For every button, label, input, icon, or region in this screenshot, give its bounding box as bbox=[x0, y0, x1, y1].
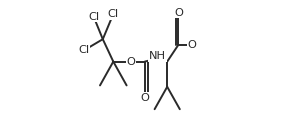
Text: NH: NH bbox=[149, 51, 166, 61]
Text: Cl: Cl bbox=[88, 12, 99, 22]
Text: O: O bbox=[140, 93, 149, 103]
Text: O: O bbox=[126, 57, 135, 67]
Text: O: O bbox=[174, 8, 183, 18]
Text: O: O bbox=[187, 40, 196, 50]
Text: Cl: Cl bbox=[78, 45, 89, 55]
Text: Cl: Cl bbox=[108, 9, 119, 19]
